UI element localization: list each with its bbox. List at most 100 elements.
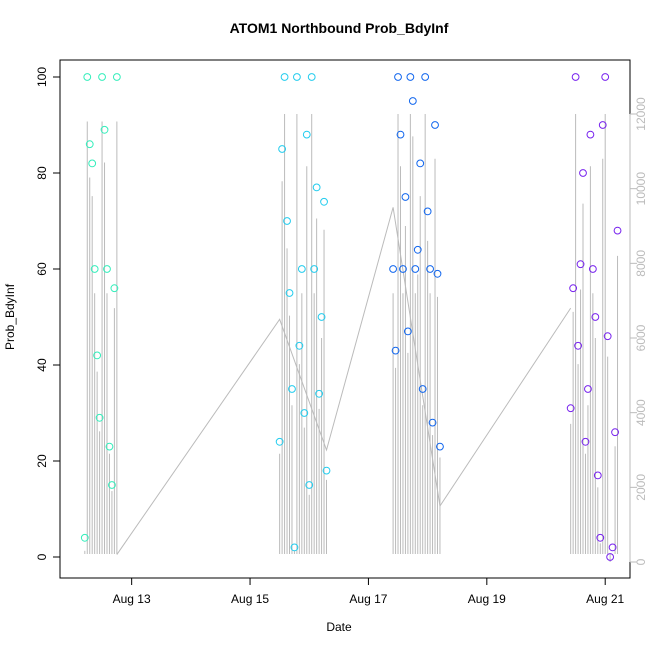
series-2-point	[399, 265, 407, 273]
series-2-point	[389, 265, 397, 273]
series-3-point	[566, 404, 575, 413]
y-tick-label: 60	[35, 262, 49, 276]
series-1-point	[307, 73, 316, 81]
series-3-point	[611, 428, 619, 437]
series-0-point	[110, 284, 119, 293]
series-3-point	[576, 260, 585, 269]
series-2-point	[408, 97, 417, 105]
series-3-point	[574, 341, 582, 350]
series-3-point	[593, 471, 602, 480]
points-layer	[80, 73, 622, 561]
series-2-point	[433, 269, 442, 278]
series-0-point	[90, 265, 99, 273]
x-tick-label: Aug 19	[468, 592, 506, 606]
x-tick-label: Aug 15	[231, 592, 269, 606]
series-0-point	[105, 442, 114, 451]
series-0-point	[100, 125, 109, 134]
series-1-point	[315, 389, 324, 398]
series-2-point	[396, 130, 405, 139]
series-0-point	[108, 481, 116, 489]
series-0-point	[83, 73, 92, 81]
series-2-point	[406, 73, 415, 81]
series-2-point	[413, 245, 422, 254]
series-2-point	[418, 385, 427, 393]
y-axis: 0 20 40 60 80 100	[35, 67, 61, 560]
series-1-point	[320, 197, 328, 206]
series-2-point	[423, 207, 432, 216]
series-1-point	[317, 313, 326, 321]
series-0-point	[112, 73, 121, 81]
series-1-point	[293, 73, 301, 81]
series-1-point	[278, 145, 287, 153]
series-2-point	[403, 327, 412, 336]
y2-axis: 0 2000 4000 6000 8000 10000 12000	[629, 97, 648, 565]
series-1-point	[283, 217, 291, 225]
series-1-point	[288, 385, 296, 393]
y2-tick-label: 4000	[634, 399, 648, 426]
series-2-point	[436, 442, 444, 451]
series-2-point	[431, 121, 439, 129]
series-3-point	[579, 169, 587, 177]
y2-tick-label: 6000	[634, 324, 648, 351]
y-tick-label: 100	[35, 67, 49, 87]
y-tick-label: 40	[35, 358, 49, 372]
series-3-point	[588, 265, 597, 273]
y-tick-label: 20	[35, 454, 49, 468]
series-3-point	[598, 121, 607, 129]
series-0-point	[95, 413, 104, 422]
x-tick-label: Aug 17	[349, 592, 387, 606]
series-1-point	[297, 265, 306, 273]
series-1-point	[322, 466, 331, 475]
series-3-point	[613, 226, 622, 235]
x-tick-label: Aug 13	[113, 592, 151, 606]
series-2-point	[401, 193, 410, 201]
series-2-point	[416, 159, 425, 168]
series-3-point	[596, 533, 605, 542]
series-0-point	[103, 265, 111, 273]
series-1-point	[280, 73, 289, 81]
y2-tick-label: 2000	[634, 474, 648, 501]
chart-title: ATOM1 Northbound Prob_BdyInf	[230, 20, 449, 36]
plot-frame	[59, 59, 631, 579]
secondary-line	[116, 207, 572, 555]
y2-tick-label: 0	[634, 558, 648, 565]
series-2-point	[426, 265, 434, 273]
series-3-point	[581, 437, 590, 446]
series-0-point	[98, 73, 106, 81]
x-axis-label: Date	[326, 620, 352, 634]
y-tick-label: 0	[35, 553, 49, 560]
series-0-point	[85, 140, 94, 149]
y-axis-label: Prob_BdyInf	[3, 283, 17, 350]
series-3-point	[591, 313, 600, 321]
series-1-point	[300, 409, 309, 417]
series-3-point	[601, 73, 610, 81]
series-0-point	[80, 533, 89, 542]
series-1-point	[302, 130, 311, 139]
series-3-point	[606, 553, 615, 561]
series-1-point	[290, 543, 299, 552]
y2-tick-label: 8000	[634, 250, 648, 277]
series-0-point	[93, 351, 102, 360]
y2-tick-label: 12000	[634, 97, 648, 131]
series-2-point	[428, 418, 437, 427]
series-2-point	[421, 73, 430, 81]
series-3-point	[569, 284, 578, 293]
series-1-point	[275, 437, 284, 446]
y-tick-label: 80	[35, 166, 49, 180]
series-3-point	[603, 332, 612, 341]
secondary-line-layer	[84, 114, 619, 562]
series-3-point	[608, 543, 617, 552]
series-3-point	[586, 130, 595, 139]
y2-tick-label: 10000	[634, 172, 648, 206]
series-2-point	[394, 73, 402, 81]
series-0-point	[88, 159, 97, 168]
series-1-point	[310, 265, 319, 273]
series-3-point	[584, 385, 592, 393]
x-tick-label: Aug 21	[586, 592, 624, 606]
series-2-point	[411, 265, 420, 273]
series-3-point	[571, 73, 580, 81]
series-2-point	[391, 346, 400, 355]
series-1-point	[312, 183, 321, 192]
series-1-point	[305, 481, 314, 489]
